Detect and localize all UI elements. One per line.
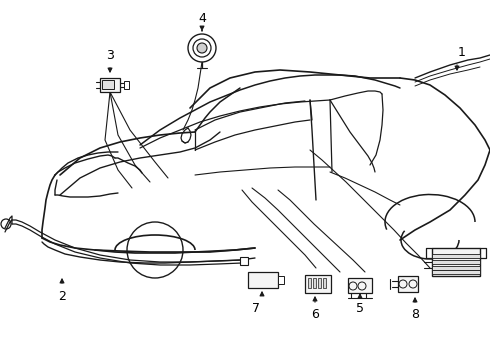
Text: 2: 2	[58, 289, 66, 302]
Bar	[248, 272, 278, 288]
Bar	[305, 275, 331, 293]
Text: 7: 7	[252, 302, 260, 315]
Bar	[278, 276, 284, 284]
Circle shape	[188, 34, 216, 62]
Bar	[102, 80, 114, 89]
Text: 6: 6	[311, 309, 319, 321]
Bar	[308, 278, 311, 288]
Text: 1: 1	[458, 45, 466, 59]
Text: 3: 3	[106, 49, 114, 62]
Circle shape	[197, 43, 207, 53]
Bar	[432, 270, 480, 274]
Bar	[313, 278, 316, 288]
Bar	[318, 278, 321, 288]
Bar	[398, 276, 418, 292]
Bar	[432, 248, 480, 276]
Text: 8: 8	[411, 309, 419, 321]
Bar	[432, 266, 480, 270]
Bar	[100, 78, 120, 92]
Bar	[348, 278, 372, 293]
Text: 5: 5	[356, 302, 364, 315]
Bar	[323, 278, 326, 288]
Bar	[432, 260, 480, 264]
Text: 4: 4	[198, 12, 206, 24]
Bar	[124, 81, 129, 89]
Bar	[432, 254, 480, 258]
Bar	[240, 257, 248, 265]
